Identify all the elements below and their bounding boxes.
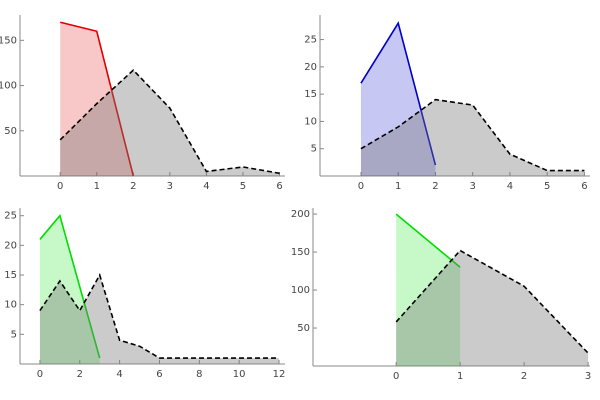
y-tick-label: 15 xyxy=(304,89,317,100)
x-tick-label: 3 xyxy=(585,371,591,382)
area-fill xyxy=(360,99,585,176)
line xyxy=(395,249,589,354)
area-fill xyxy=(60,70,280,176)
y-tick-label: 5 xyxy=(311,144,317,155)
x-tick-label: 2 xyxy=(521,371,527,382)
y-tick-label: 10 xyxy=(304,116,317,127)
x-tick-label: 0 xyxy=(37,369,43,380)
x-tick-label: 3 xyxy=(167,181,173,192)
line xyxy=(59,69,280,175)
line xyxy=(60,21,135,177)
y-tick-label: 20 xyxy=(304,62,317,73)
x-tick-label: 0 xyxy=(358,181,364,192)
x-tick-label: 1 xyxy=(94,181,100,192)
area-fill xyxy=(396,250,589,366)
x-tick-label: 10 xyxy=(233,369,246,380)
area-fill xyxy=(60,22,134,176)
y-tick-label: 25 xyxy=(4,211,17,222)
line xyxy=(39,273,280,359)
y-tick-label: 100 xyxy=(291,285,310,296)
x-tick-label: 2 xyxy=(130,181,136,192)
y-tick-label: 200 xyxy=(291,209,310,220)
area-fill xyxy=(396,214,461,366)
x-tick-label: 2 xyxy=(77,369,83,380)
y-tick-label: 10 xyxy=(4,300,17,311)
area-fill xyxy=(360,23,436,176)
x-tick-label: 1 xyxy=(457,371,463,382)
x-tick-label: 12 xyxy=(273,369,286,380)
x-tick-label: 4 xyxy=(507,181,513,192)
y-tick-label: 15 xyxy=(4,270,17,281)
y-tick-label: 50 xyxy=(4,126,17,137)
x-tick-label: 3 xyxy=(470,181,476,192)
x-tick-label: 0 xyxy=(393,371,399,382)
y-tick-label: 50 xyxy=(297,323,310,334)
line xyxy=(360,21,437,166)
line xyxy=(395,213,461,268)
y-tick-label: 5 xyxy=(11,329,17,340)
area-fill xyxy=(39,275,280,364)
x-tick-label: 8 xyxy=(196,369,202,380)
x-tick-label: 0 xyxy=(57,181,63,192)
y-tick-label: 150 xyxy=(291,247,310,258)
x-tick-label: 6 xyxy=(276,181,282,192)
y-tick-label: 20 xyxy=(4,240,17,251)
x-tick-label: 5 xyxy=(240,181,246,192)
x-tick-label: 4 xyxy=(116,369,122,380)
y-tick-label: 100 xyxy=(0,81,17,92)
y-tick-label: 150 xyxy=(0,35,17,46)
x-tick-label: 4 xyxy=(203,181,209,192)
x-tick-label: 2 xyxy=(432,181,438,192)
y-tick-label: 25 xyxy=(304,35,317,46)
x-tick-label: 5 xyxy=(544,181,550,192)
x-tick-label: 6 xyxy=(581,181,587,192)
area-fill xyxy=(39,215,100,364)
x-tick-label: 6 xyxy=(156,369,162,380)
line xyxy=(39,214,101,359)
line xyxy=(360,98,585,172)
x-tick-label: 1 xyxy=(395,181,401,192)
